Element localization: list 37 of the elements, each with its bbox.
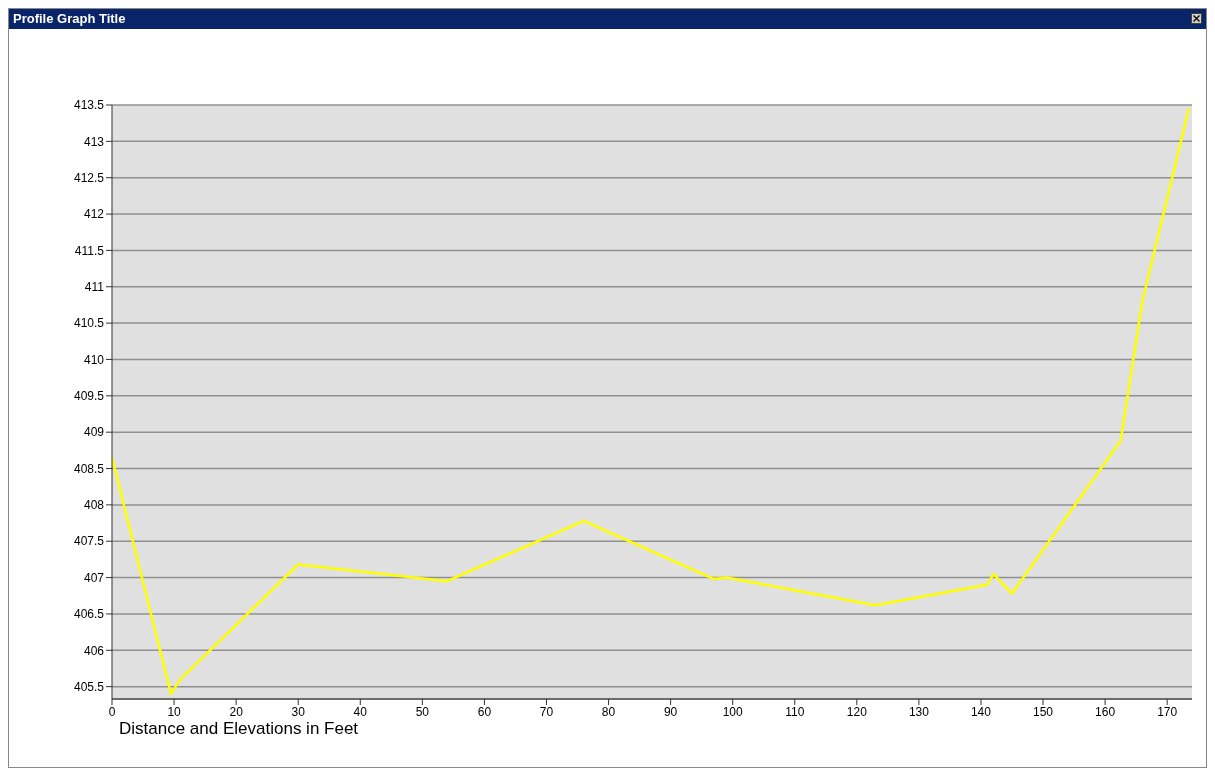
y-tick-label: 412.5 bbox=[73, 170, 105, 185]
x-tick-label: 60 bbox=[477, 704, 492, 719]
x-tick-label: 110 bbox=[785, 704, 805, 719]
x-tick-label: 90 bbox=[663, 704, 678, 719]
y-tick-label: 411 bbox=[84, 280, 105, 295]
x-tick-label: 70 bbox=[539, 704, 554, 719]
x-tick-label: 150 bbox=[1033, 704, 1054, 719]
y-tick-label: 406.5 bbox=[73, 607, 105, 622]
x-tick-label: 20 bbox=[229, 704, 244, 719]
x-tick-label: 30 bbox=[291, 704, 306, 719]
x-tick-label: 170 bbox=[1157, 704, 1178, 719]
x-tick-label: 0 bbox=[108, 704, 116, 719]
x-tick-label: 40 bbox=[353, 704, 368, 719]
y-tick-label: 407 bbox=[83, 570, 105, 585]
y-tick-label: 409.5 bbox=[73, 389, 105, 404]
x-tick-label: 140 bbox=[970, 704, 992, 719]
y-tick-label: 408 bbox=[83, 498, 105, 513]
y-tick-label: 410 bbox=[83, 352, 105, 367]
y-tick-label: 413 bbox=[83, 134, 105, 149]
y-tick-label: 413.5 bbox=[73, 98, 105, 113]
x-tick-label: 160 bbox=[1095, 704, 1116, 719]
y-tick-label: 405.5 bbox=[73, 679, 105, 694]
x-tick-label: 80 bbox=[601, 704, 616, 719]
y-tick-label: 412 bbox=[83, 207, 105, 222]
y-tick-label: 410.5 bbox=[73, 316, 105, 331]
x-tick-label: 100 bbox=[722, 704, 744, 719]
x-tick-label: 50 bbox=[415, 704, 430, 719]
y-tick-label: 411.5 bbox=[74, 243, 105, 258]
x-tick-label: 120 bbox=[846, 704, 868, 719]
y-tick-label: 408.5 bbox=[73, 461, 105, 476]
y-tick-label: 406 bbox=[83, 643, 105, 658]
x-tick-label: 10 bbox=[167, 704, 182, 719]
chart-title: Profile Graph Title bbox=[13, 11, 126, 26]
x-tick-label: 130 bbox=[908, 704, 930, 719]
text: Distance and Elevations in Feet bbox=[119, 719, 359, 739]
y-tick-label: 409 bbox=[83, 425, 105, 440]
y-tick-label: 407.5 bbox=[73, 534, 105, 549]
